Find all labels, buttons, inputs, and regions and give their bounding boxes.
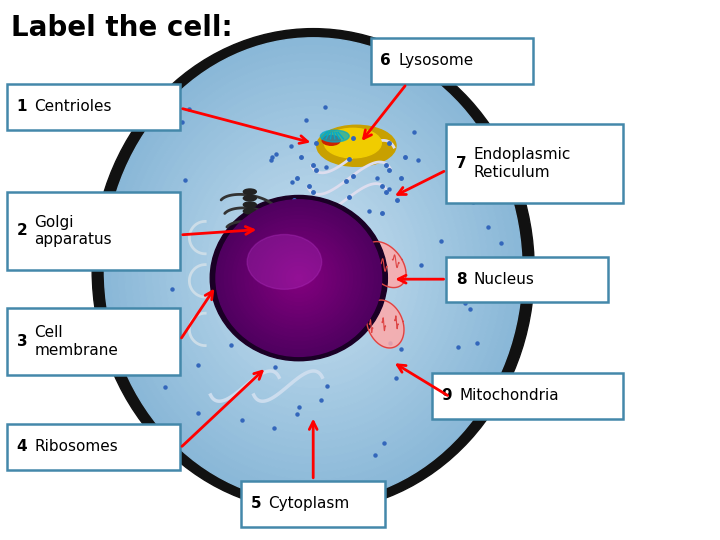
Text: Nucleus: Nucleus: [474, 272, 535, 287]
Ellipse shape: [302, 260, 324, 280]
FancyBboxPatch shape: [371, 38, 533, 84]
Ellipse shape: [132, 69, 495, 471]
Text: Lysosome: Lysosome: [398, 53, 474, 68]
Ellipse shape: [248, 198, 379, 342]
Ellipse shape: [282, 237, 344, 303]
FancyBboxPatch shape: [7, 192, 180, 270]
Ellipse shape: [278, 259, 320, 298]
Ellipse shape: [118, 53, 508, 487]
Ellipse shape: [214, 160, 413, 380]
Ellipse shape: [243, 195, 256, 201]
Text: 7: 7: [456, 156, 467, 171]
Ellipse shape: [249, 231, 348, 325]
Text: Endoplasmic
Reticulum: Endoplasmic Reticulum: [474, 147, 571, 179]
Text: Mitochondria: Mitochondria: [459, 388, 559, 403]
Ellipse shape: [296, 252, 330, 288]
Ellipse shape: [269, 221, 358, 319]
Ellipse shape: [290, 271, 307, 286]
Ellipse shape: [207, 152, 419, 388]
Text: Ribosomes: Ribosomes: [35, 440, 118, 454]
Text: 3: 3: [17, 334, 27, 349]
Ellipse shape: [92, 29, 534, 511]
Text: Golgi
apparatus: Golgi apparatus: [35, 215, 112, 247]
FancyBboxPatch shape: [446, 124, 623, 202]
Ellipse shape: [323, 136, 340, 145]
FancyBboxPatch shape: [432, 373, 623, 418]
Ellipse shape: [243, 208, 256, 214]
Ellipse shape: [210, 195, 387, 361]
Ellipse shape: [200, 145, 426, 395]
Ellipse shape: [287, 266, 311, 290]
Ellipse shape: [294, 274, 303, 282]
Ellipse shape: [216, 200, 382, 356]
Ellipse shape: [166, 106, 461, 433]
Ellipse shape: [145, 84, 481, 456]
Ellipse shape: [173, 114, 454, 426]
Text: Cytoplasm: Cytoplasm: [269, 496, 350, 511]
Ellipse shape: [220, 204, 377, 353]
Ellipse shape: [261, 243, 336, 313]
Ellipse shape: [138, 76, 488, 464]
Ellipse shape: [245, 227, 353, 329]
Ellipse shape: [270, 251, 328, 306]
Ellipse shape: [104, 38, 522, 502]
Ellipse shape: [266, 247, 332, 309]
Ellipse shape: [193, 137, 433, 403]
Ellipse shape: [237, 219, 361, 337]
Ellipse shape: [289, 244, 337, 296]
FancyBboxPatch shape: [241, 481, 385, 526]
Ellipse shape: [225, 207, 374, 349]
Ellipse shape: [262, 214, 365, 326]
Ellipse shape: [282, 262, 315, 294]
Ellipse shape: [258, 239, 340, 318]
Ellipse shape: [228, 212, 369, 345]
Text: 5: 5: [251, 496, 261, 511]
Ellipse shape: [186, 130, 440, 410]
Ellipse shape: [235, 183, 392, 357]
Text: 6: 6: [380, 53, 391, 68]
Text: 2: 2: [17, 224, 27, 238]
Ellipse shape: [247, 234, 322, 289]
Ellipse shape: [159, 99, 467, 441]
Ellipse shape: [324, 129, 382, 158]
Text: Label the cell:: Label the cell:: [11, 14, 233, 42]
Ellipse shape: [275, 229, 351, 311]
Text: Cell
membrane: Cell membrane: [35, 325, 118, 357]
Ellipse shape: [233, 215, 365, 341]
FancyBboxPatch shape: [7, 84, 180, 130]
FancyBboxPatch shape: [7, 424, 180, 470]
Text: 4: 4: [17, 440, 27, 454]
Ellipse shape: [255, 206, 372, 334]
Ellipse shape: [243, 189, 256, 194]
Text: 9: 9: [441, 388, 452, 403]
Ellipse shape: [125, 60, 501, 480]
Polygon shape: [366, 300, 404, 348]
Ellipse shape: [220, 168, 406, 372]
FancyBboxPatch shape: [446, 256, 608, 302]
Ellipse shape: [274, 255, 324, 301]
Ellipse shape: [241, 191, 385, 349]
Text: 8: 8: [456, 272, 467, 287]
Ellipse shape: [228, 176, 399, 364]
Ellipse shape: [112, 45, 516, 495]
Text: 1: 1: [17, 99, 27, 114]
Polygon shape: [364, 241, 406, 288]
Ellipse shape: [240, 224, 357, 333]
Ellipse shape: [152, 91, 474, 449]
Ellipse shape: [180, 122, 446, 418]
Ellipse shape: [317, 125, 396, 166]
Ellipse shape: [320, 130, 349, 142]
FancyBboxPatch shape: [7, 308, 180, 375]
Text: Centrioles: Centrioles: [35, 99, 112, 114]
Ellipse shape: [243, 202, 256, 207]
Ellipse shape: [253, 235, 344, 321]
